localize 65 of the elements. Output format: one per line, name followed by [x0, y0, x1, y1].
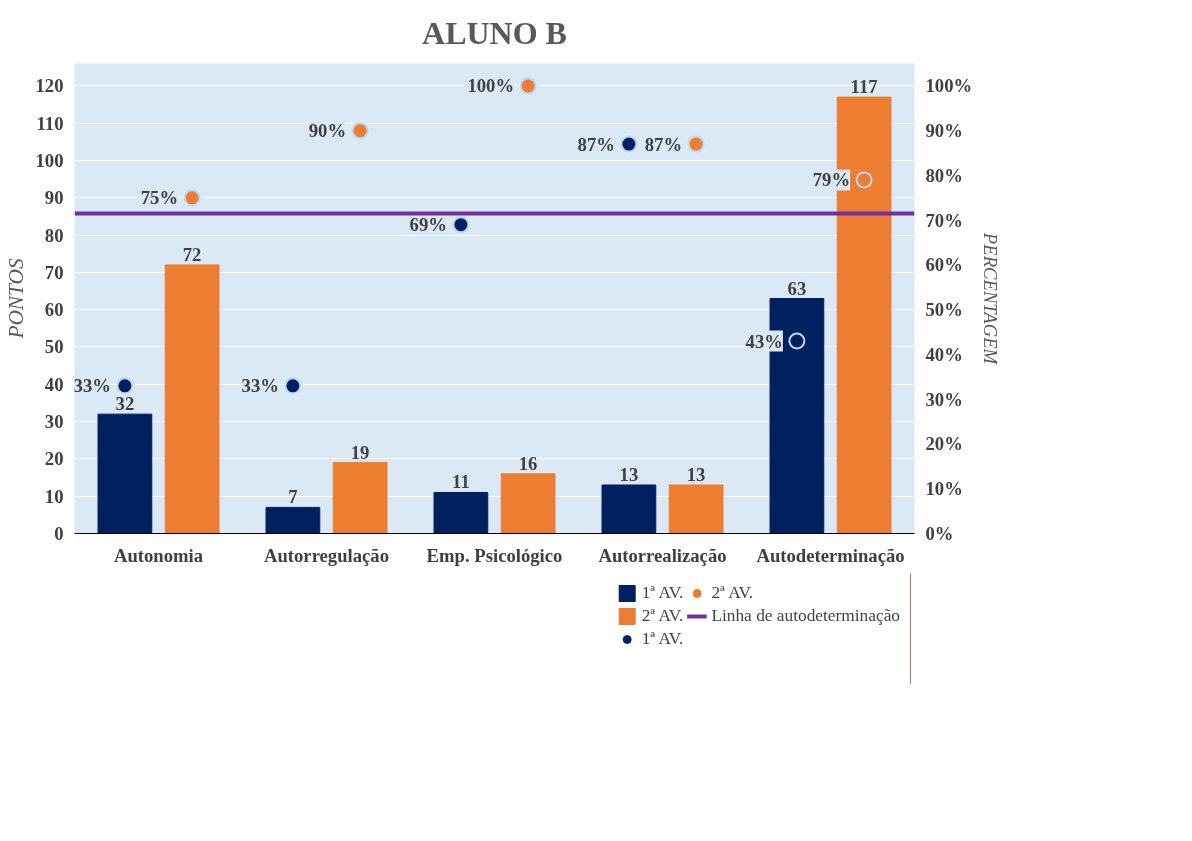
chart-title: ALUNO B: [422, 15, 567, 51]
y2-tick-label: 70%: [925, 209, 963, 231]
data-label: 11: [452, 471, 470, 493]
data-label: 33%: [73, 375, 111, 397]
y2-axis-title: PERCENTAGEM: [980, 231, 1002, 366]
x-tick-label: Autonomia: [113, 544, 204, 566]
y2-tick-label: 0%: [925, 523, 954, 544]
data-label: 63: [787, 277, 807, 299]
data-label: 43%: [745, 330, 783, 352]
bar: [500, 473, 556, 534]
y-tick-label: 20: [44, 448, 64, 470]
legend-label: 1ª AV.: [641, 629, 684, 649]
y-tick-label: 0: [54, 523, 64, 544]
y2-tick-label: 50%: [925, 299, 963, 321]
data-label: 16: [518, 452, 538, 474]
y-tick-label: 40: [44, 373, 64, 395]
y-tick-label: 60: [44, 299, 64, 321]
x-tick-label: Autodeterminação: [756, 544, 905, 566]
data-label: 33%: [241, 375, 279, 397]
y-axis-title: PONTOS: [3, 258, 28, 340]
data-label: 19: [350, 441, 370, 463]
data-label: 13: [686, 464, 706, 486]
y-tick-label: 120: [35, 75, 64, 97]
data-label: 100%: [467, 75, 515, 97]
bar: [332, 462, 388, 534]
x-tick-label: Autorrealização: [598, 544, 727, 566]
bar: [433, 491, 489, 534]
y-tick-label: 110: [36, 112, 64, 134]
bar: [601, 484, 657, 534]
data-label: 7: [288, 486, 298, 508]
y2-tick-label: 80%: [925, 164, 963, 186]
data-label: 69%: [409, 214, 447, 236]
y2-tick-label: 40%: [925, 343, 963, 365]
y-tick-label: 50: [44, 336, 64, 358]
bar: [164, 264, 220, 534]
data-label: 72: [182, 243, 202, 265]
data-label: 87%: [577, 133, 615, 155]
data-label: 90%: [308, 120, 347, 142]
y2-tick-label: 90%: [925, 120, 963, 142]
x-tick-label: Emp. Psicológico: [426, 544, 563, 566]
legend-label: 2ª AV.: [711, 583, 754, 603]
bar: [265, 506, 321, 534]
legend-label: Linha de autodeterminação: [711, 606, 900, 626]
y-tick-label: 70: [44, 261, 64, 283]
y2-tick-label: 10%: [925, 478, 963, 500]
y-tick-label: 80: [44, 224, 64, 246]
y-tick-label: 30: [44, 411, 64, 433]
y2-tick-label: 100%: [925, 75, 973, 97]
y2-tick-label: 60%: [925, 254, 963, 276]
legend-label: 2ª AV.: [641, 606, 684, 626]
y-tick-label: 100: [35, 149, 64, 171]
data-label: 32: [115, 393, 135, 415]
data-label: 79%: [812, 169, 851, 191]
y2-tick-label: 30%: [925, 388, 963, 410]
data-label: 117: [850, 76, 878, 98]
data-label: 13: [619, 464, 639, 486]
y2-tick-label: 20%: [925, 433, 963, 455]
bar: [668, 484, 724, 534]
x-tick-label: Autorregulação: [263, 544, 390, 566]
data-label: 87%: [644, 133, 683, 155]
y-tick-label: 90: [44, 187, 64, 209]
y-tick-label: 10: [44, 485, 64, 507]
data-label: 75%: [140, 187, 179, 209]
bar: [97, 413, 153, 534]
legend-label: 1ª AV.: [641, 583, 684, 603]
